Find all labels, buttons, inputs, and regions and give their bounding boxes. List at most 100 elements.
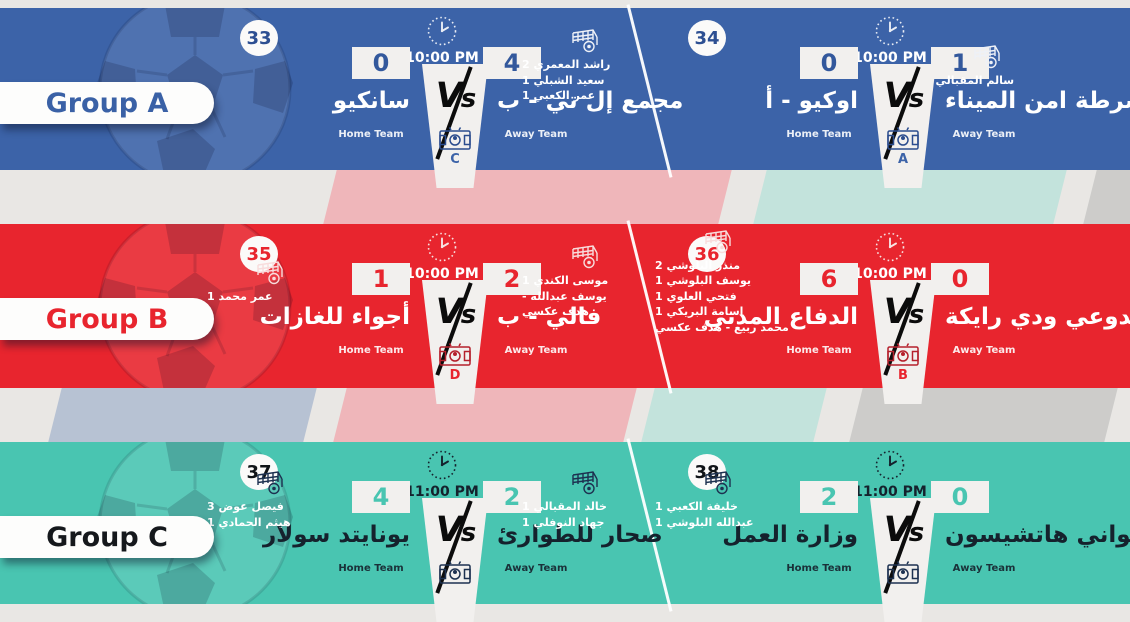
home-team-label: Home Team [338,563,404,574]
scorer-line: خليفة الكعبي 1 [655,500,738,513]
away-scorers: خالد المقبالي 1 جهاد النوفلي 1 [522,444,646,556]
goal-icon [974,45,1000,68]
goal-icon [572,471,598,495]
group-letter: D [449,368,461,383]
away-score: 2 [483,263,541,295]
match-card: 36 10:00 PM 6 0 الدفاع المدني المجدوعي و… [0,224,1130,404]
kickoff-time: 10:00 PM [853,50,927,66]
background-stripe [333,388,637,442]
away-score: 0 [931,481,989,513]
group-b-band: Group B 35 10:00 PM 1 2 أجواء للغازات فا… [0,220,1130,404]
kickoff-time: 11:00 PM [853,484,927,500]
match-number-badge: 35 [240,236,278,272]
stadium-icon [887,342,919,366]
away-team-label: Away Team [952,129,1016,140]
vs-badge: Vs [870,498,936,622]
home-score: 6 [800,263,858,295]
match-number-badge: 36 [688,236,726,272]
home-scorers: خليفة الكعبي 1 عبدالله البلوشي 1 [655,444,779,556]
match-card: 33 10:00 PM 0 4 سانكيو مجمع إل تي - ب Ho… [0,8,1130,188]
away-team-name: المجدوعي ودي رايكة [945,304,1130,330]
vs-text: Vs [435,76,477,116]
vs-text: Vs [435,292,477,332]
home-team-label: Home Team [786,563,852,574]
away-team-name: مواني هاتشيسون [945,522,1130,548]
vs-text: Vs [883,510,925,550]
kickoff-time: 10:00 PM [405,266,479,282]
home-score: 2 [800,481,858,513]
home-scorers: فيصل عوض 3 هيثم الحمادي 1 [207,444,331,556]
kickoff-time: 10:00 PM [853,266,927,282]
scorer-line: سالم المقبالي 1 [924,73,1015,87]
group-c-band: Group C 37 11:00 PM 4 2 يونايتد سولار صح… [0,438,1130,622]
fixtures-infographic: { "labels": { "home": "Home Team", "away… [0,4,1130,612]
clock-icon [873,230,907,264]
group-label: Group B [0,298,214,340]
match-card: 38 11:00 PM 2 0 وزارة العمل مواني هاتشيس… [0,442,1130,622]
group-a-band: Group A 33 10:00 PM 0 4 سانكيو مجمع إل ت… [0,4,1130,188]
away-team-label: Away Team [952,563,1016,574]
away-team-label: Away Team [504,345,568,356]
clock-icon [873,448,907,482]
match-card: 35 10:00 PM 1 2 أجواء للغازات فالي - ب H… [0,224,1130,404]
goal-icon [572,245,598,269]
away-team-label: Away Team [952,345,1016,356]
scorer-line: عمر محمد 1 [207,289,273,303]
home-team-label: Home Team [786,129,852,140]
scorer-line: جهاد النوفلي 1 [522,515,605,529]
kickoff-time: 11:00 PM [405,484,479,500]
away-team-label: Away Team [504,129,568,140]
stadium-icon [887,126,919,150]
group-label: Group A [0,82,214,124]
stadium-icon [439,126,471,150]
home-team-label: Home Team [338,345,404,356]
scorer-line: هيثم الحمادي 1 [207,515,291,529]
match-card: 37 11:00 PM 4 2 يونايتد سولار صحار للطوا… [0,442,1130,622]
stadium-icon [439,342,471,366]
vs-text: Vs [435,510,477,550]
group-letter: A [897,152,909,167]
home-team-name: وزارة العمل [722,522,858,548]
home-score: 0 [352,47,410,79]
home-team-name: أجواء للغازات [259,304,410,330]
scorer-line: فيصل عوض 3 [207,500,284,513]
home-scorers: منذر البلوشي 2 يوسف البلوشي 1 فتحي العلو… [655,226,789,338]
home-score: 0 [800,47,858,79]
clock-icon [425,448,459,482]
group-letter: C [450,152,460,167]
scorer-line: سعيد الشبلي 1 [522,73,605,87]
scorer-line: عمر الكعبي 1 [522,89,596,103]
goal-icon [257,471,283,495]
home-team-name: اوكيو - أ [765,88,858,114]
clock-icon [425,14,459,48]
kickoff-time: 10:00 PM [405,50,479,66]
group-label-text: Group A [45,87,169,119]
away-score: 0 [931,263,989,295]
away-team-name: صحار للطوارئ [497,522,663,548]
clock-icon [873,14,907,48]
scorer-line: موسى الكندي 1 [522,274,609,288]
home-team-name: سانكيو [332,88,410,114]
scorer-line: محمد ربيع - هدف عكسي [655,320,789,334]
background-stripe [48,388,317,442]
vs-text: Vs [883,292,925,332]
match-number-badge: 34 [688,20,726,56]
scorer-line: عبدالله البلوشي 1 [655,515,754,529]
away-team-name: مجمع إل تي - ب [497,88,684,114]
group-label-text: Group C [46,521,168,553]
scorer-line: هدف عكسي [522,305,589,319]
scorer-line: راشد المعمري 2 [522,58,611,72]
home-team-label: Home Team [786,345,852,356]
home-team-name: يونايتد سولار [262,522,410,548]
vs-text: Vs [883,76,925,116]
goal-icon [257,261,283,284]
away-scorers: سالم المقبالي 1 [924,10,1048,122]
scorer-line: خالد المقبالي 1 [522,500,607,513]
match-card: 34 10:00 PM 0 1 اوكيو - أ شرطة امن المين… [0,8,1130,188]
group-label: Group C [0,516,214,558]
background-stripe [323,170,732,224]
goal-icon [572,29,598,53]
goal-icon [705,471,731,495]
away-scorers: موسى الكندي 1 يوسف عبدالله - هدف عكسي [522,226,646,338]
clock-icon [425,230,459,264]
